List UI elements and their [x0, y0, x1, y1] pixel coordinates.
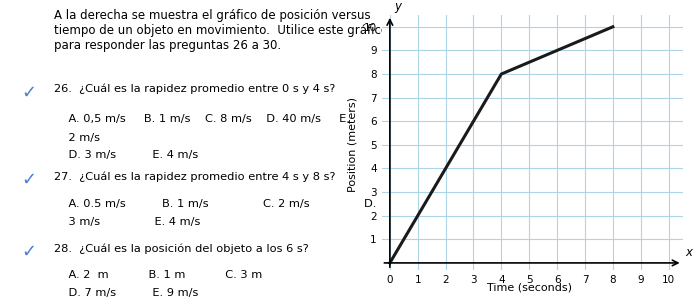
Text: A. 0,5 m/s     B. 1 m/s    C. 8 m/s    D. 40 m/s     E.: A. 0,5 m/s B. 1 m/s C. 8 m/s D. 40 m/s E…: [55, 114, 350, 124]
Text: ✓: ✓: [22, 84, 36, 102]
Text: D. 7 m/s          E. 9 m/s: D. 7 m/s E. 9 m/s: [55, 288, 199, 298]
Text: 28.  ¿Cuál es la posición del objeto a los 6 s?: 28. ¿Cuál es la posición del objeto a lo…: [55, 243, 309, 254]
Text: y: y: [394, 0, 401, 13]
Text: ✓: ✓: [22, 243, 36, 261]
Text: Position (meters): Position (meters): [347, 98, 357, 192]
Text: 2 m/s: 2 m/s: [55, 134, 100, 143]
Text: Time (seconds): Time (seconds): [486, 283, 572, 293]
Text: ✓: ✓: [22, 171, 36, 189]
Text: D. 3 m/s          E. 4 m/s: D. 3 m/s E. 4 m/s: [55, 150, 199, 160]
Text: A. 2  m           B. 1 m           C. 3 m: A. 2 m B. 1 m C. 3 m: [55, 270, 262, 280]
Text: A la derecha se muestra el gráfico de posición versus
tiempo de un objeto en mov: A la derecha se muestra el gráfico de po…: [55, 9, 389, 52]
Text: 27.  ¿Cuál es la rapidez promedio entre 4 s y 8 s?: 27. ¿Cuál es la rapidez promedio entre 4…: [55, 171, 336, 181]
Text: A. 0.5 m/s          B. 1 m/s               C. 2 m/s               D.: A. 0.5 m/s B. 1 m/s C. 2 m/s D.: [55, 200, 377, 209]
Text: 26.  ¿Cuál es la rapidez promedio entre 0 s y 4 s?: 26. ¿Cuál es la rapidez promedio entre 0…: [55, 84, 336, 94]
Text: 3 m/s               E. 4 m/s: 3 m/s E. 4 m/s: [55, 218, 201, 227]
Text: x: x: [685, 246, 692, 260]
